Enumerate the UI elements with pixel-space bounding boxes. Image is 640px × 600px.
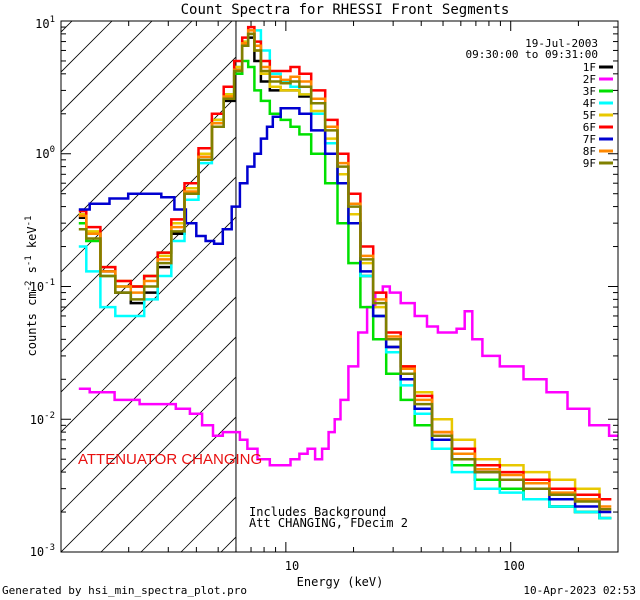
hatch-line [61, 136, 236, 313]
time-range-label: 09:30:00 to 09:31:00 [466, 48, 598, 61]
hatch-line [100, 416, 236, 552]
legend-label: 5F [583, 109, 596, 122]
legend-label: 8F [583, 145, 596, 158]
series-9F [78, 32, 612, 511]
footer-generated-by: Generated by hsi_min_spectra_plot.pro [2, 584, 247, 597]
attenuator-note: Att CHANGING, FDecim 2 [249, 516, 408, 530]
attenuator-changing-label: ATTENUATOR CHANGING [78, 451, 262, 468]
y-axis-label: counts cm-2 s-1 keV-1 [24, 216, 39, 357]
date-label: 19-Jul-2003 [525, 37, 598, 50]
y-tick-label: 10-1 [30, 278, 55, 294]
legend-label: 6F [583, 121, 596, 134]
series-6F [78, 25, 612, 501]
footer-timestamp: 10-Apr-2023 02:53 [523, 584, 636, 597]
x-tick-label: 10 [285, 559, 299, 573]
series-8F [78, 29, 612, 508]
chart-title: Count Spectra for RHESSI Front Segments [181, 2, 510, 18]
x-tick-label: 100 [503, 559, 525, 573]
hatch-line [61, 96, 236, 273]
series-5F [78, 32, 612, 501]
hatch-line [61, 21, 193, 153]
legend-label: 1F [583, 61, 596, 74]
background-note: Includes Background [249, 505, 386, 519]
y-tick-label: 10-2 [30, 411, 55, 427]
legend-label: 9F [583, 157, 596, 170]
hatch-line [61, 296, 236, 473]
legend-label: 4F [583, 97, 596, 110]
hatch-line [61, 336, 236, 513]
y-tick-label: 100 [35, 145, 55, 161]
y-tick-label: 101 [35, 15, 55, 31]
y-tick-labels: 10-3 10-2 10-1 100 101 [30, 15, 55, 559]
x-tick-labels: 10 100 [285, 559, 525, 573]
series-layer [78, 25, 618, 520]
hatch-line [61, 376, 236, 552]
y-tick-label: 10-3 [30, 543, 55, 559]
hatch-line [61, 21, 153, 113]
series-2F [78, 285, 618, 467]
hatch-line [61, 21, 113, 73]
hatch-line [61, 21, 233, 193]
legend: 1F 2F 3F 4F 5F 6F 7F 8F 9F [583, 61, 613, 170]
legend-label: 2F [583, 73, 596, 86]
legend-label: 7F [583, 133, 596, 146]
x-axis-label: Energy (keV) [297, 575, 384, 589]
legend-label: 3F [583, 85, 596, 98]
axis-ticks [60, 20, 619, 553]
hatch-line [61, 216, 236, 393]
